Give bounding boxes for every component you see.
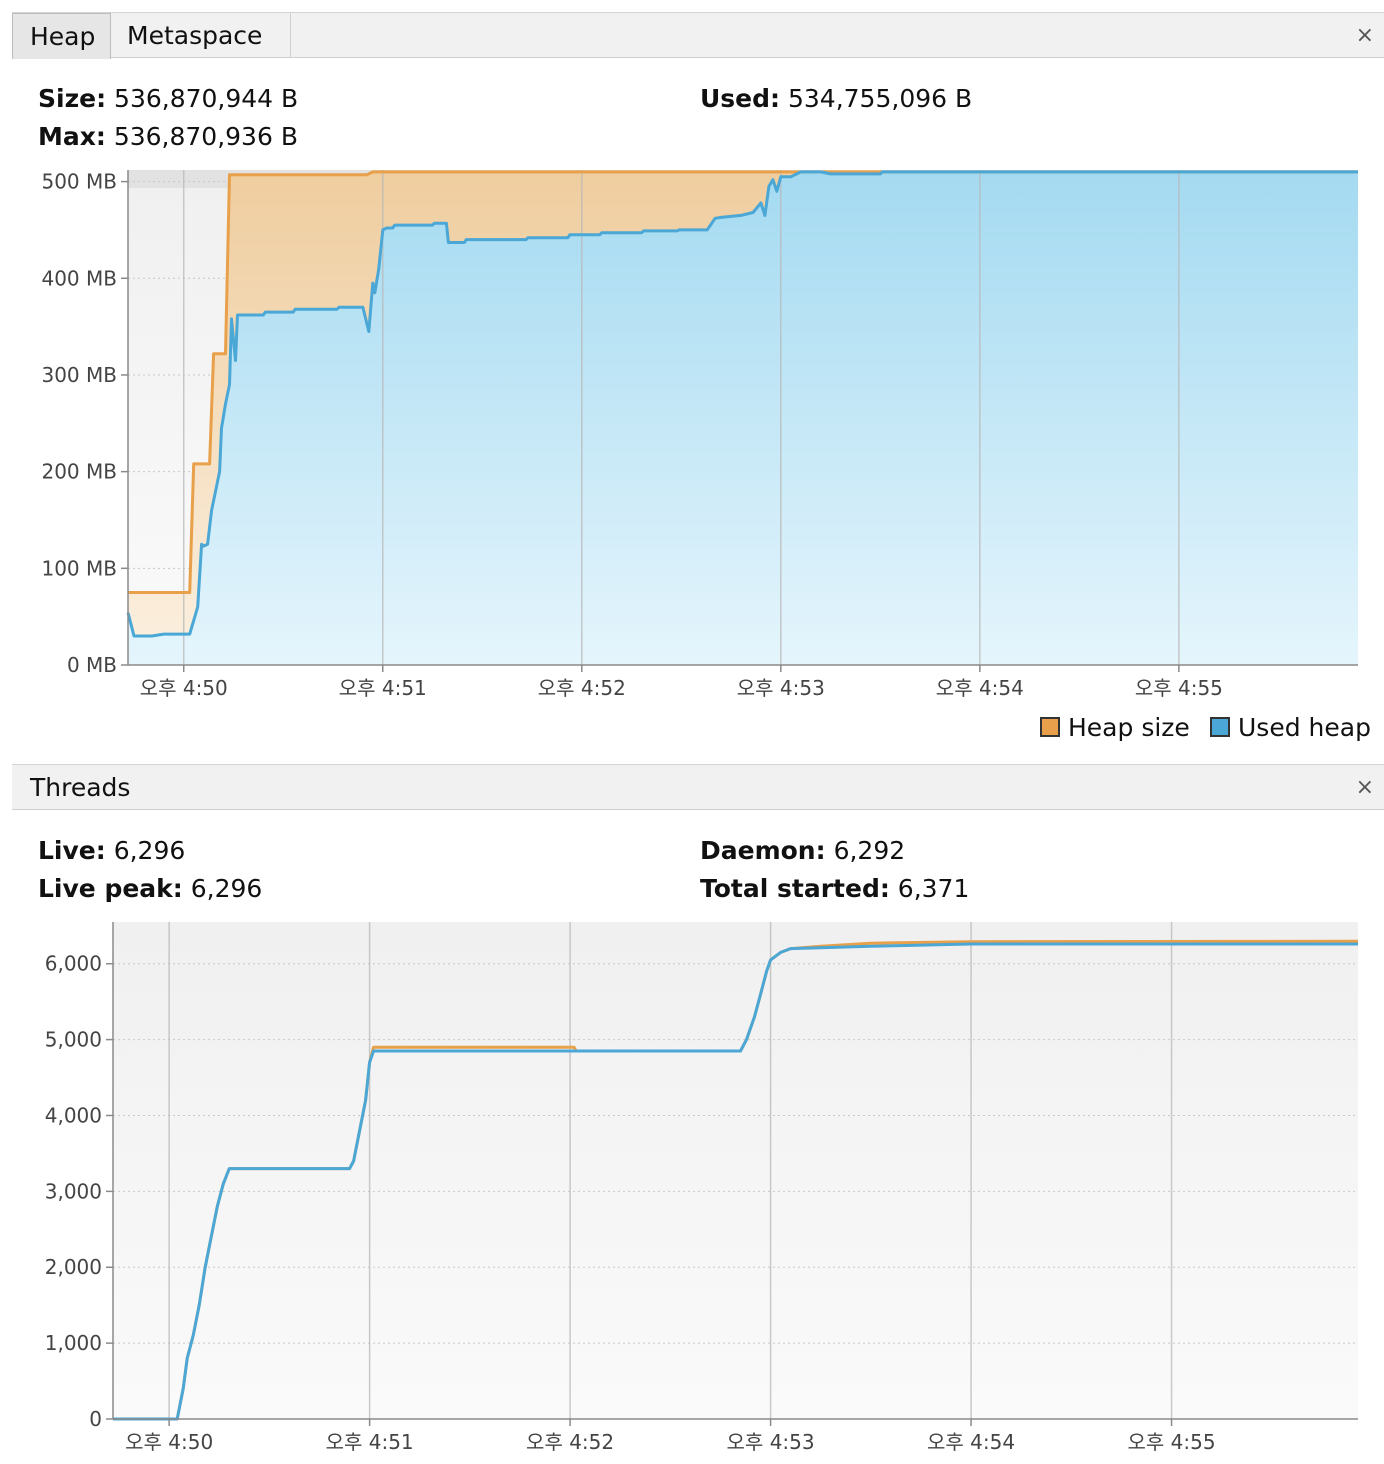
x-tick-label: 오후 4:54 — [936, 676, 1024, 700]
threads-daemon-stat: Daemon: 6,292 — [700, 836, 905, 865]
x-tick-label: 오후 4:50 — [140, 676, 228, 700]
x-tick-label: 오후 4:50 — [125, 1430, 213, 1454]
plot-background — [113, 922, 1358, 1419]
used-heap-legend-label: Used heap — [1238, 713, 1371, 742]
close-icon[interactable]: × — [1355, 23, 1374, 48]
x-tick-label: 오후 4:52 — [526, 1430, 614, 1454]
heap-legend-size: Heap size — [1040, 713, 1190, 742]
x-tick-label: 오후 4:51 — [339, 676, 427, 700]
x-tick-label: 오후 4:53 — [737, 676, 825, 700]
x-tick-label: 오후 4:51 — [326, 1430, 414, 1454]
threads-live-stat: Live: 6,296 — [38, 836, 185, 865]
heap-size-label: Size: — [38, 84, 107, 113]
threads-title: Threads — [30, 773, 131, 802]
threads-total-stat: Total started: 6,371 — [700, 874, 969, 903]
y-tick-label: 100 MB — [41, 556, 117, 580]
series-line-heap-size — [128, 170, 1358, 594]
threads-live-label: Live: — [38, 836, 106, 865]
threads-chart: 0 1,000 2,000 3,000 4,000 5,000 6,000 오후 4:50 오후… — [45, 922, 1359, 1454]
heap-max-value: 536,870,936 B — [113, 122, 298, 151]
x-tick-label: 오후 4:55 — [1135, 676, 1223, 700]
used-heap-swatch — [1210, 717, 1230, 737]
heap-used-value: 534,755,096 B — [787, 84, 973, 113]
series-line-used-heap — [126, 170, 1358, 638]
y-tick-label: 5,000 — [45, 1028, 102, 1052]
heap-max-stat: Max: 536,870,936 B — [38, 122, 298, 151]
x-tick-label: 오후 4:55 — [1128, 1430, 1216, 1454]
threads-total-label: Total started: — [700, 874, 890, 903]
close-icon[interactable]: × — [1355, 775, 1374, 800]
threads-peak-label: Live peak: — [38, 874, 183, 903]
heap-tab-bar: Heap Metaspace × — [12, 12, 1384, 59]
series-area-used-heap — [128, 171, 1358, 665]
heap-size-legend-label: Heap size — [1068, 713, 1190, 742]
y-tick-label: 500 MB — [41, 170, 117, 194]
threads-total-value: 6,371 — [897, 874, 970, 903]
y-tick-label: 4,000 — [45, 1103, 102, 1127]
y-tick-label: 400 MB — [41, 266, 117, 290]
y-tick-label: 0 — [89, 1407, 102, 1431]
threads-live-value: 6,296 — [113, 836, 186, 865]
heap-legend-used: Used heap — [1210, 713, 1371, 742]
threads-title-bar: Threads × — [12, 764, 1384, 810]
heap-used-stat: Used: 534,755,096 B — [700, 84, 972, 113]
heap-size-swatch — [1040, 717, 1060, 737]
threads-peak-stat: Live peak: 6,296 — [38, 874, 262, 903]
y-tick-label: 6,000 — [45, 952, 102, 976]
heap-max-label: Max: — [38, 122, 106, 151]
series-line-blue — [113, 942, 1358, 1421]
x-tick-label: 오후 4:52 — [538, 676, 626, 700]
y-tick-label: 1,000 — [45, 1331, 102, 1355]
heap-used-label: Used: — [700, 84, 781, 113]
y-tick-label: 200 MB — [41, 460, 117, 484]
heap-size-stat: Size: 536,870,944 B — [38, 84, 298, 113]
threads-daemon-value: 6,292 — [833, 836, 906, 865]
x-tick-label: 오후 4:53 — [727, 1430, 815, 1454]
tab-heap[interactable]: Heap — [12, 13, 111, 59]
heap-size-value: 536,870,944 B — [114, 84, 299, 113]
heap-chart: 0 MB 100 MB 200 MB 300 MB 400 MB 500 MB 오후 4:5… — [41, 170, 1358, 700]
threads-daemon-label: Daemon: — [700, 836, 826, 865]
tab-metaspace[interactable]: Metaspace — [111, 13, 291, 58]
y-tick-label: 300 MB — [41, 363, 117, 387]
y-tick-label: 3,000 — [45, 1179, 102, 1203]
y-tick-label: 0 MB — [67, 653, 117, 677]
threads-peak-value: 6,296 — [190, 874, 263, 903]
x-tick-label: 오후 4:54 — [927, 1430, 1015, 1454]
y-tick-label: 2,000 — [45, 1255, 102, 1279]
